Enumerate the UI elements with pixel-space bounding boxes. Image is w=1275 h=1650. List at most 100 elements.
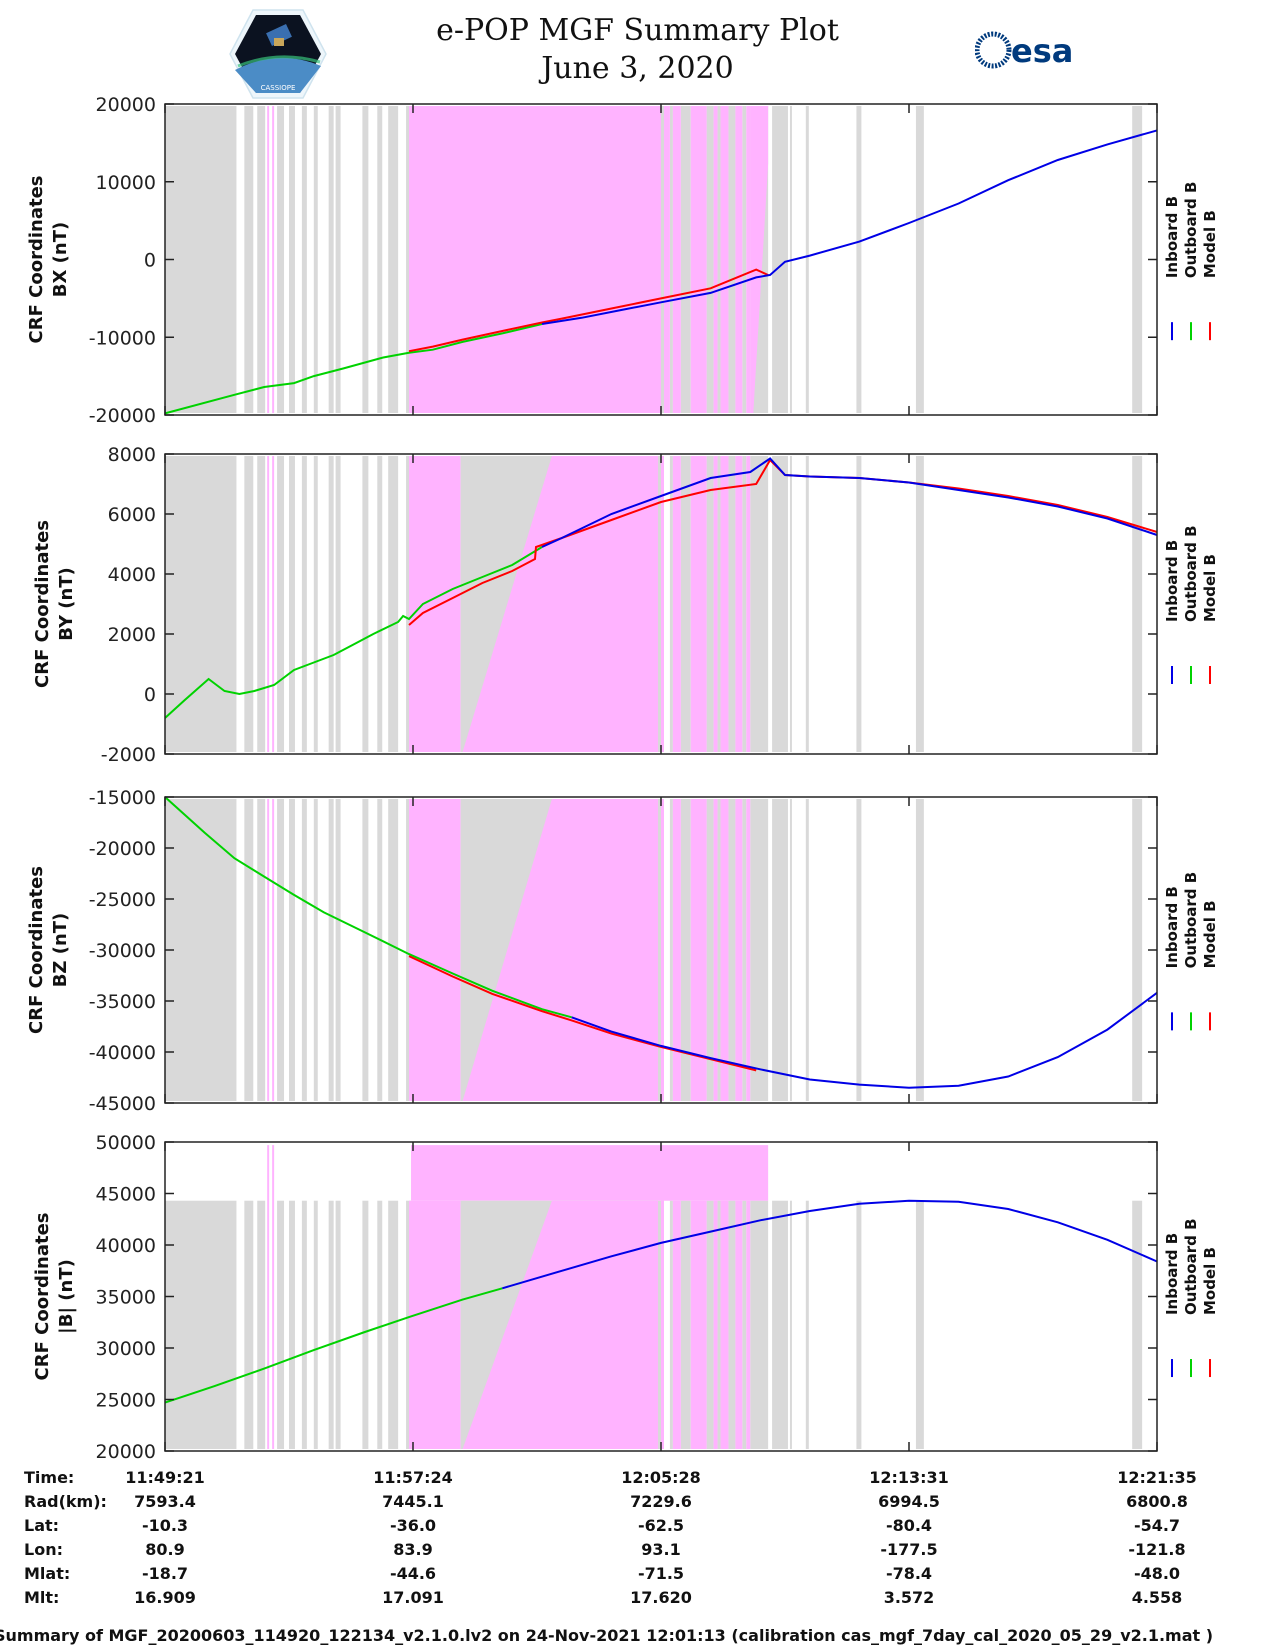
data-gap-band xyxy=(244,799,254,1101)
data-gap-band xyxy=(742,799,747,1101)
y-axis-label: CRF Coordinates |B| (nT) xyxy=(32,1213,77,1381)
y-tick-label: -10000 xyxy=(89,327,156,349)
data-gap-band xyxy=(301,1200,307,1449)
attitude-flag-band xyxy=(672,106,681,413)
data-gap-band xyxy=(257,106,266,413)
info-value: -10.3 xyxy=(141,1516,189,1535)
data-gap-band xyxy=(277,106,285,413)
attitude-flag-band xyxy=(720,1200,729,1449)
svg-text:CASSIOPE: CASSIOPE xyxy=(261,84,296,92)
data-gap-band xyxy=(750,799,769,1101)
series-line-outboard-b xyxy=(164,546,543,719)
y-axis-label: CRF Coordinates BX (nT) xyxy=(26,176,71,344)
attitude-flag-band xyxy=(661,799,664,1101)
data-gap-band xyxy=(328,106,334,413)
data-gap-band xyxy=(328,456,334,752)
data-gap-band xyxy=(244,456,254,752)
legend-label-inboard-b: Inboard B xyxy=(1163,196,1181,278)
info-row-label: Mlt: xyxy=(24,1588,60,1607)
data-gap-band xyxy=(1132,1200,1143,1449)
data-gap-band xyxy=(856,456,862,752)
panel-bz: -45000 -40000 -35000 -30000 -25000 -20000 -150… xyxy=(26,787,1219,1115)
series-line-outboard-b xyxy=(164,1287,503,1404)
info-value: 4.558 xyxy=(1131,1588,1183,1607)
legend-label-model-b: Model B xyxy=(1201,210,1219,278)
data-gap-band xyxy=(313,106,318,413)
legend-label-inboard-b: Inboard B xyxy=(1163,540,1181,622)
info-row: Lat: -10.3 -36.0 -62.5 -80.4 -54.7 xyxy=(0,1516,1275,1540)
info-value: 6800.8 xyxy=(1126,1492,1188,1511)
data-gap-band xyxy=(717,1200,721,1449)
data-gap-band xyxy=(377,106,383,413)
data-gap-band xyxy=(742,106,747,413)
y-tick-label: -25000 xyxy=(89,889,156,911)
data-gap-band xyxy=(742,456,747,752)
info-value: -18.7 xyxy=(141,1564,189,1583)
attitude-flag-band xyxy=(272,106,275,413)
data-gap-band xyxy=(165,799,237,1101)
attitude-flag-band xyxy=(267,456,270,752)
info-value: 16.909 xyxy=(134,1588,196,1607)
y-tick-label: -40000 xyxy=(89,1042,156,1064)
y-tick-label: 20000 xyxy=(96,94,156,116)
info-value: -71.5 xyxy=(637,1564,685,1583)
legend-label-outboard-b: Outboard B xyxy=(1182,872,1200,969)
data-gap-band xyxy=(856,1200,862,1449)
data-gap-band xyxy=(313,1200,318,1449)
attitude-flag-band xyxy=(713,799,718,1101)
data-gap-band xyxy=(669,106,673,413)
y-tick-label: 35000 xyxy=(96,1287,156,1309)
data-gap-band xyxy=(289,1200,295,1449)
attitude-flag-band xyxy=(720,799,729,1101)
cassiope-logo-icon: CASSIOPE xyxy=(229,9,327,99)
data-gap-band xyxy=(277,799,285,1101)
info-row-label: Lat: xyxy=(24,1516,60,1535)
data-gap-band xyxy=(362,1200,369,1449)
data-gap-band xyxy=(328,799,334,1101)
series-line-outboard-b xyxy=(164,796,572,1019)
data-gap-band xyxy=(301,106,307,413)
legend-label-inboard-b: Inboard B xyxy=(1163,886,1181,968)
attitude-flag-band xyxy=(690,1200,707,1449)
data-gap-band xyxy=(669,456,673,752)
data-gap-band xyxy=(669,799,673,1101)
info-row: Time: 11:49:21 11:57:24 12:05:28 12:13:31 12:… xyxy=(0,1468,1275,1492)
info-row: Lon: 80.9 83.9 93.1 -177.5 -121.8 xyxy=(0,1540,1275,1564)
attitude-flag-wedge xyxy=(462,799,659,1101)
data-gap-band xyxy=(717,456,721,752)
info-row: Mlt: 16.909 17.091 17.620 3.572 4.558 xyxy=(0,1588,1275,1612)
legend-label-outboard-b: Outboard B xyxy=(1182,1218,1200,1315)
data-gap-band xyxy=(406,1200,412,1449)
x-tick-label: 11:49:21 xyxy=(125,1468,205,1487)
attitude-flag-band xyxy=(661,456,664,752)
info-value: -80.4 xyxy=(885,1516,933,1535)
attitude-flag-band xyxy=(735,799,743,1101)
data-gap-band xyxy=(706,1200,714,1449)
y-tick-label: 8000 xyxy=(108,444,156,466)
y-tick-label: 4000 xyxy=(108,564,156,586)
attitude-flag-band xyxy=(672,456,681,752)
data-gap-band xyxy=(301,799,307,1101)
data-gap-band xyxy=(728,106,736,413)
attitude-flag-band xyxy=(690,456,707,752)
data-gap-band xyxy=(680,106,691,413)
data-gap-band xyxy=(717,799,721,1101)
data-gap-band xyxy=(680,456,691,752)
x-tick-label: 12:05:28 xyxy=(621,1468,701,1487)
info-row-label: Lon: xyxy=(24,1540,63,1559)
data-gap-band xyxy=(772,456,788,752)
panel-bx: -20000 -10000 0 10000 20000 CRF Coordinates BX… xyxy=(26,94,1219,427)
attitude-flag-band xyxy=(267,799,270,1101)
info-value: 83.9 xyxy=(393,1540,433,1559)
attitude-flag-band xyxy=(661,1200,664,1449)
info-value: 7593.4 xyxy=(134,1492,196,1511)
data-gap-band xyxy=(406,456,412,752)
attitude-flag-band xyxy=(746,799,751,1101)
attitude-flag-band xyxy=(272,1145,275,1449)
y-tick-label: -20000 xyxy=(89,405,156,427)
data-gap-band xyxy=(1132,106,1143,413)
info-value: 3.572 xyxy=(883,1588,935,1607)
attitude-flag-band xyxy=(720,456,729,752)
data-gap-band xyxy=(362,456,369,752)
attitude-flag-band xyxy=(672,799,681,1101)
